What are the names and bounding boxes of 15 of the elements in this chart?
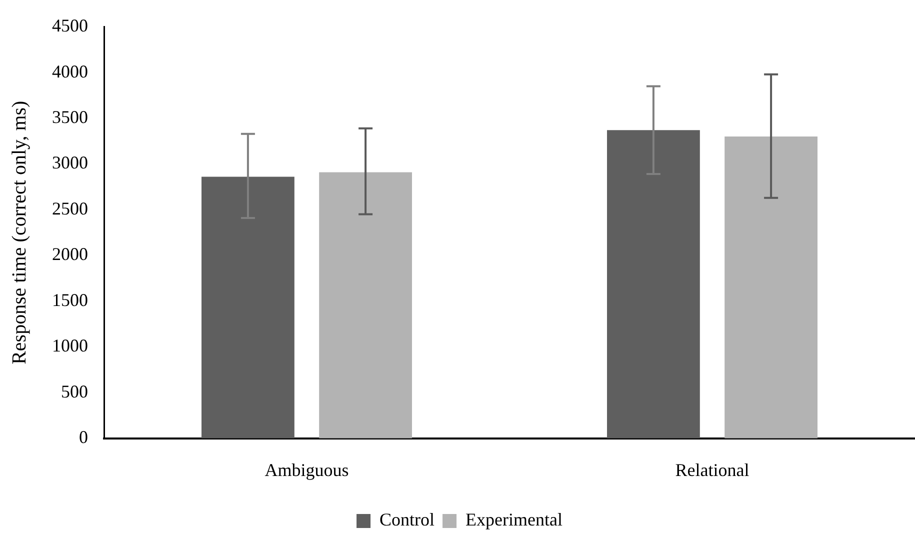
y-tick-label: 3000 — [52, 152, 88, 173]
legend-label: Control — [380, 510, 435, 530]
legend-label: Experimental — [466, 510, 562, 530]
y-tick-label: 2500 — [52, 198, 88, 218]
y-tick-label: 2000 — [52, 244, 88, 264]
y-tick-label: 4000 — [52, 61, 88, 82]
y-tick-label: 1000 — [52, 336, 88, 356]
x-tick-label: Ambiguous — [264, 460, 349, 480]
y-tick-label: 3500 — [52, 107, 88, 127]
y-tick-label: 1500 — [52, 290, 88, 310]
y-axis-title: Response time (correct only, ms) — [8, 100, 30, 364]
y-tick-label: 0 — [79, 427, 88, 448]
y-tick-label: 4500 — [52, 16, 88, 36]
y-tick-label: 500 — [61, 381, 88, 402]
x-tick-label: Relational — [675, 460, 750, 480]
